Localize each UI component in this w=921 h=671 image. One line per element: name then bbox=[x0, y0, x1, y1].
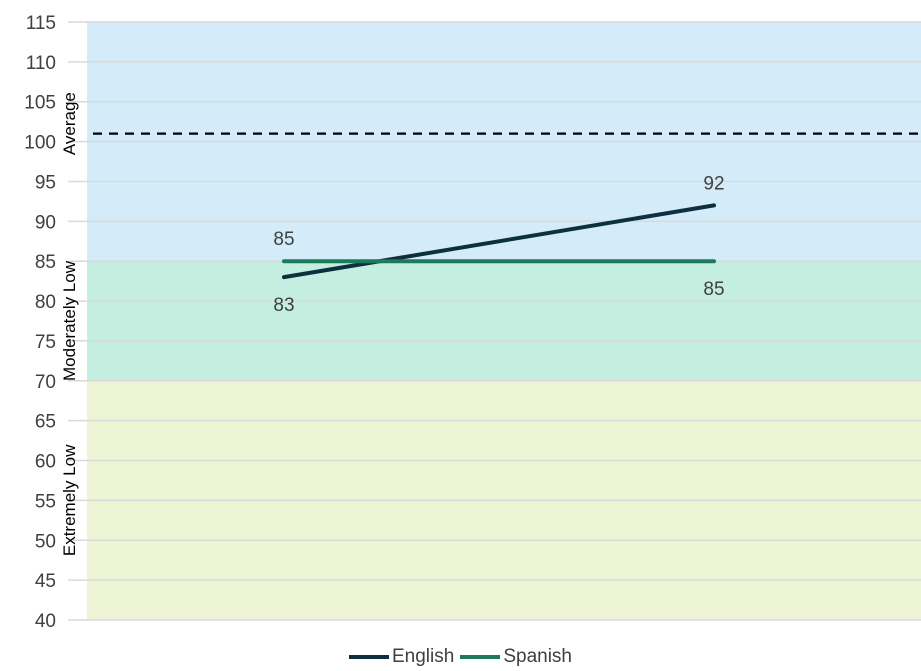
band-labels: Extremely Low Moderately Low Average bbox=[60, 92, 79, 556]
y-tick-label-65: 65 bbox=[35, 412, 56, 433]
legend: English Spanish bbox=[0, 646, 921, 668]
series-line-english bbox=[282, 203, 716, 280]
legend-swatch-spanish bbox=[460, 655, 501, 659]
band-moderately-low bbox=[87, 261, 921, 381]
y-tick-label-40: 40 bbox=[35, 611, 56, 632]
data-label-english-0: 83 bbox=[273, 295, 294, 316]
data-labels: 83 92 85 85 bbox=[273, 173, 724, 316]
y-tick-label-70: 70 bbox=[35, 372, 56, 393]
y-tick-label-100: 100 bbox=[24, 133, 56, 154]
y-tick-label-45: 45 bbox=[35, 571, 56, 592]
y-tick-label-95: 95 bbox=[35, 172, 56, 193]
y-tick-label-60: 60 bbox=[35, 452, 56, 473]
data-label-spanish-0: 85 bbox=[273, 229, 294, 250]
y-tick-label-50: 50 bbox=[35, 531, 56, 552]
band-label-average: Average bbox=[60, 92, 79, 155]
legend-item-spanish: Spanish bbox=[460, 646, 572, 668]
legend-item-english: English bbox=[349, 646, 454, 668]
band-label-extremely-low: Extremely Low bbox=[60, 444, 79, 556]
y-tick-label-115: 115 bbox=[26, 13, 56, 34]
data-label-english-1: 92 bbox=[703, 173, 724, 194]
band-label-moderately-low: Moderately Low bbox=[60, 260, 79, 381]
y-axis-ticks: 40 45 50 55 60 65 70 75 80 85 90 95 100 105 110 115 bbox=[24, 13, 56, 632]
y-tick-label-105: 105 bbox=[24, 93, 56, 114]
data-label-spanish-1: 85 bbox=[703, 279, 724, 300]
y-tick-label-85: 85 bbox=[35, 252, 56, 273]
legend-label-english: English bbox=[392, 646, 455, 667]
series-layer bbox=[282, 203, 716, 280]
legend-label-spanish: Spanish bbox=[503, 646, 572, 667]
bands-layer bbox=[87, 22, 921, 620]
y-tick-label-80: 80 bbox=[35, 292, 56, 313]
y-tick-label-90: 90 bbox=[35, 212, 56, 233]
legend-swatch-english bbox=[349, 655, 389, 659]
y-tick-label-75: 75 bbox=[35, 332, 56, 353]
y-tick-label-55: 55 bbox=[35, 491, 56, 512]
grid-layer bbox=[68, 21, 921, 621]
y-tick-label-110: 110 bbox=[26, 53, 56, 74]
